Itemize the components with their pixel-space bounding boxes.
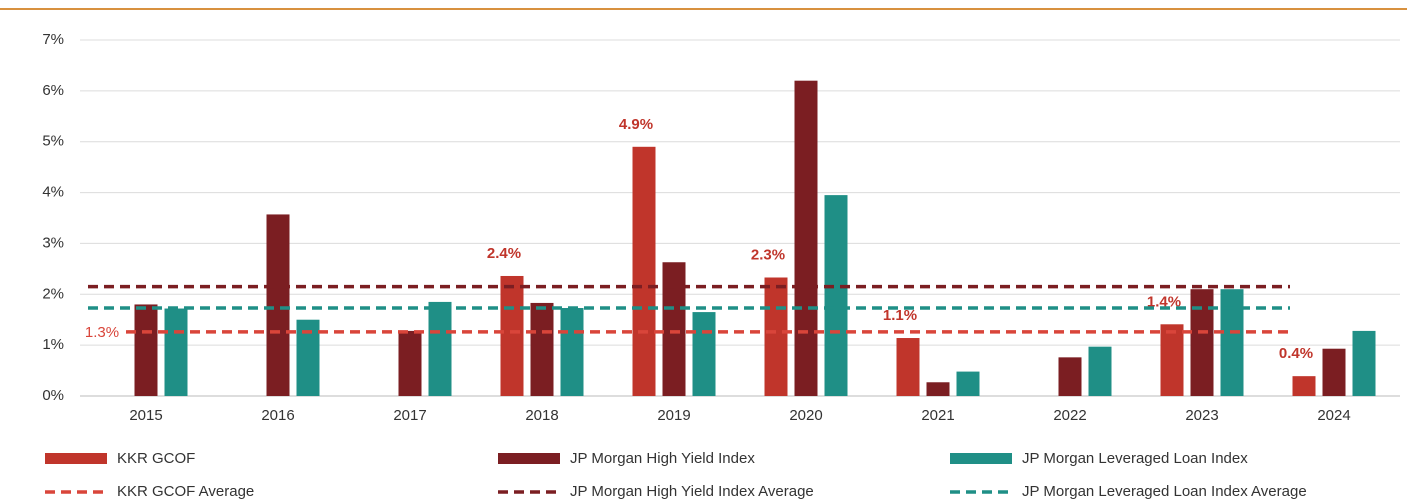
y-tick-label: 3% [42,234,64,251]
bar [296,319,320,396]
bar [266,214,290,396]
bar [1160,324,1184,396]
x-tick-label: 2018 [525,407,558,424]
y-tick-label: 6% [42,82,64,99]
bar [1292,376,1316,396]
x-tick-label: 2015 [129,407,162,424]
bar [956,371,980,396]
y-tick-label: 4% [42,184,64,201]
bar [896,338,920,396]
legend-label: JP Morgan Leveraged Loan Index Average [1022,483,1307,500]
bar [1088,346,1112,396]
x-tick-label: 2024 [1317,407,1350,424]
data-label: 2.3% [751,246,785,263]
x-tick-label: 2021 [921,407,954,424]
data-label: 2.4% [487,245,521,262]
bar [134,304,158,396]
y-tick-label: 5% [42,133,64,150]
data-label: 4.9% [619,116,653,133]
bar [794,80,818,396]
x-tick-label: 2023 [1185,407,1218,424]
bar [824,195,848,396]
bar [530,302,554,396]
y-tick-label: 0% [42,387,64,404]
x-tick-label: 2017 [393,407,426,424]
x-tick-label: 2020 [789,407,822,424]
legend-label: JP Morgan High Yield Index [570,450,755,467]
bar [398,330,422,396]
x-tick-label: 2019 [657,407,690,424]
bar [164,308,188,396]
data-label: 1.1% [883,307,917,324]
bar [1220,289,1244,396]
y-tick-label: 7% [42,31,64,48]
bar [500,275,524,396]
bar [1190,289,1214,396]
bar [632,146,656,396]
bar [1322,348,1346,396]
bar [662,262,686,396]
bar [692,312,716,396]
x-tick-label: 2022 [1053,407,1086,424]
bar [1352,330,1376,396]
y-tick-label: 2% [42,285,64,302]
legend-label: KKR GCOF [117,450,195,467]
bar [764,277,788,396]
average-label: 1.3% [85,324,119,341]
legend-swatch [950,453,1012,464]
legend-label: KKR GCOF Average [117,483,254,500]
legend-label: JP Morgan Leveraged Loan Index [1022,450,1248,467]
y-tick-label: 1% [42,336,64,353]
bar [428,301,452,396]
x-tick-label: 2016 [261,407,294,424]
data-label: 0.4% [1279,345,1313,362]
bar [560,308,584,396]
data-label: 1.4% [1147,293,1181,310]
legend-label: JP Morgan High Yield Index Average [570,483,814,500]
legend-swatch [45,453,107,464]
legend-swatch [498,453,560,464]
bar [926,382,950,396]
bar [1058,357,1082,396]
